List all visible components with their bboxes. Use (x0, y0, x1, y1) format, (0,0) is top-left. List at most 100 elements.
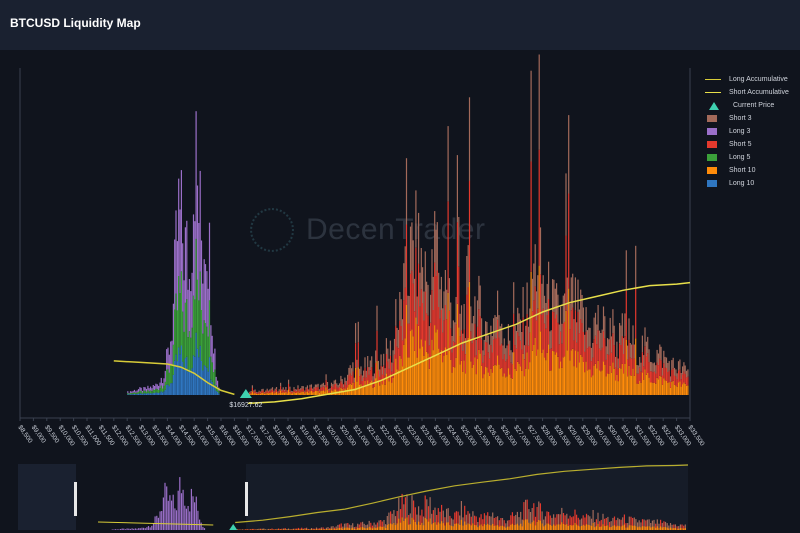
navigator-bar (539, 503, 541, 530)
short-3-bar (344, 377, 346, 383)
short-5-bar (430, 322, 432, 357)
navigator-bar (637, 522, 639, 530)
short-5-bar (663, 363, 665, 379)
navigator-bar (399, 522, 402, 530)
short-5-bar (513, 313, 515, 353)
long-5-bar (206, 326, 208, 368)
short-5-bar (269, 391, 271, 393)
navigator-bar (416, 514, 418, 530)
short-10-bar (352, 382, 354, 395)
navigator-bar (501, 525, 504, 530)
long-5-bar (162, 388, 164, 393)
short-3-bar (550, 330, 552, 349)
short-5-bar (514, 345, 516, 369)
short-10-bar (395, 358, 397, 395)
short-3-bar (568, 115, 570, 194)
chart-legend[interactable]: Long Accumulative Short Accumulative Curre… (705, 73, 800, 190)
navigator-bar (594, 527, 596, 530)
short-10-bar (623, 373, 625, 395)
short-10-bar (459, 364, 461, 395)
short-5-bar (308, 391, 310, 393)
short-5-bar (389, 355, 391, 375)
short-10-bar (558, 368, 560, 395)
short-3-bar (376, 305, 378, 331)
short-5-bar (636, 373, 638, 384)
navigator-bar (268, 528, 270, 530)
navigator-bar (385, 524, 387, 530)
navigator-bar (613, 516, 616, 530)
navigator-bar (474, 525, 476, 530)
short-10-bar (414, 350, 416, 395)
legend-item-long-3[interactable]: Long 3 (705, 125, 800, 138)
short-5-bar (367, 366, 369, 381)
legend-item-short-5[interactable]: Short 5 (705, 138, 800, 151)
short-10-bar (597, 360, 599, 395)
navigator-bar (317, 529, 319, 530)
short-10-bar (683, 382, 685, 395)
navigator-bar (373, 527, 375, 530)
short-10-bar (310, 391, 312, 395)
long-10-bar (144, 393, 146, 395)
short-5-bar (659, 358, 661, 376)
short-10-bar (586, 370, 588, 395)
legend-item-long-accumulative[interactable]: Long Accumulative (705, 73, 800, 86)
short-10-bar (679, 381, 681, 395)
long-10-bar (199, 345, 201, 395)
short-10-bar (474, 357, 476, 395)
short-3-bar (286, 390, 288, 392)
navigator-bar (521, 519, 523, 530)
short-3-bar (564, 293, 566, 322)
long-3-bar (159, 382, 161, 389)
short-10-bar (657, 379, 659, 395)
legend-item-current-price[interactable]: Current Price (705, 99, 800, 112)
navigator-bar (617, 517, 619, 530)
navigator-left-handle[interactable] (74, 482, 77, 516)
navigator-bar (172, 494, 174, 530)
short-10-bar (501, 367, 503, 395)
navigator-bar (427, 506, 430, 530)
legend-item-short-10[interactable]: Short 10 (705, 164, 800, 177)
long-3-bar (215, 376, 217, 386)
short-5-bar (539, 274, 542, 332)
short-5-bar (483, 355, 485, 374)
navigator-bar (373, 522, 375, 530)
short-3-bar (668, 361, 670, 371)
short-10-bar (267, 393, 270, 395)
short-5-bar (352, 371, 354, 383)
long-3-bar (211, 335, 213, 363)
navigator-bar (564, 515, 566, 530)
navigator-bar (388, 523, 390, 530)
navigator-bar (175, 510, 178, 530)
navigator-right-handle[interactable] (245, 482, 248, 516)
short-5-bar (363, 377, 365, 386)
legend-item-short-accumulative[interactable]: Short Accumulative (705, 86, 800, 99)
short-accumulative-line (247, 281, 691, 405)
navigator-bar (241, 529, 243, 530)
short-3-bar (412, 240, 414, 284)
short-10-bar (432, 350, 434, 395)
short-3-bar (396, 327, 398, 347)
long-3-bar (151, 388, 153, 392)
short-3-bar (491, 336, 493, 353)
short-10-bar (376, 361, 378, 395)
short-3-bar (440, 276, 442, 310)
short-5-bar (598, 348, 601, 371)
short-10-bar (641, 372, 643, 395)
long-3-bar (175, 210, 177, 294)
short-3-bar (594, 312, 597, 336)
legend-item-long-10[interactable]: Long 10 (705, 177, 800, 190)
short-10-bar (632, 368, 634, 395)
short-3-bar (475, 340, 477, 356)
long-5-bar (135, 393, 137, 395)
short-5-bar (341, 383, 343, 389)
legend-item-short-3[interactable]: Short 3 (705, 112, 800, 125)
short-3-bar (409, 226, 412, 274)
legend-item-long-5[interactable]: Long 5 (705, 151, 800, 164)
long-3-bar (184, 227, 186, 303)
short-5-bar (257, 393, 259, 394)
short-3-bar (253, 390, 255, 392)
short-5-bar (495, 338, 497, 366)
short-3-bar (431, 249, 433, 290)
short-10-bar (253, 393, 255, 395)
navigator-bar (607, 525, 609, 530)
